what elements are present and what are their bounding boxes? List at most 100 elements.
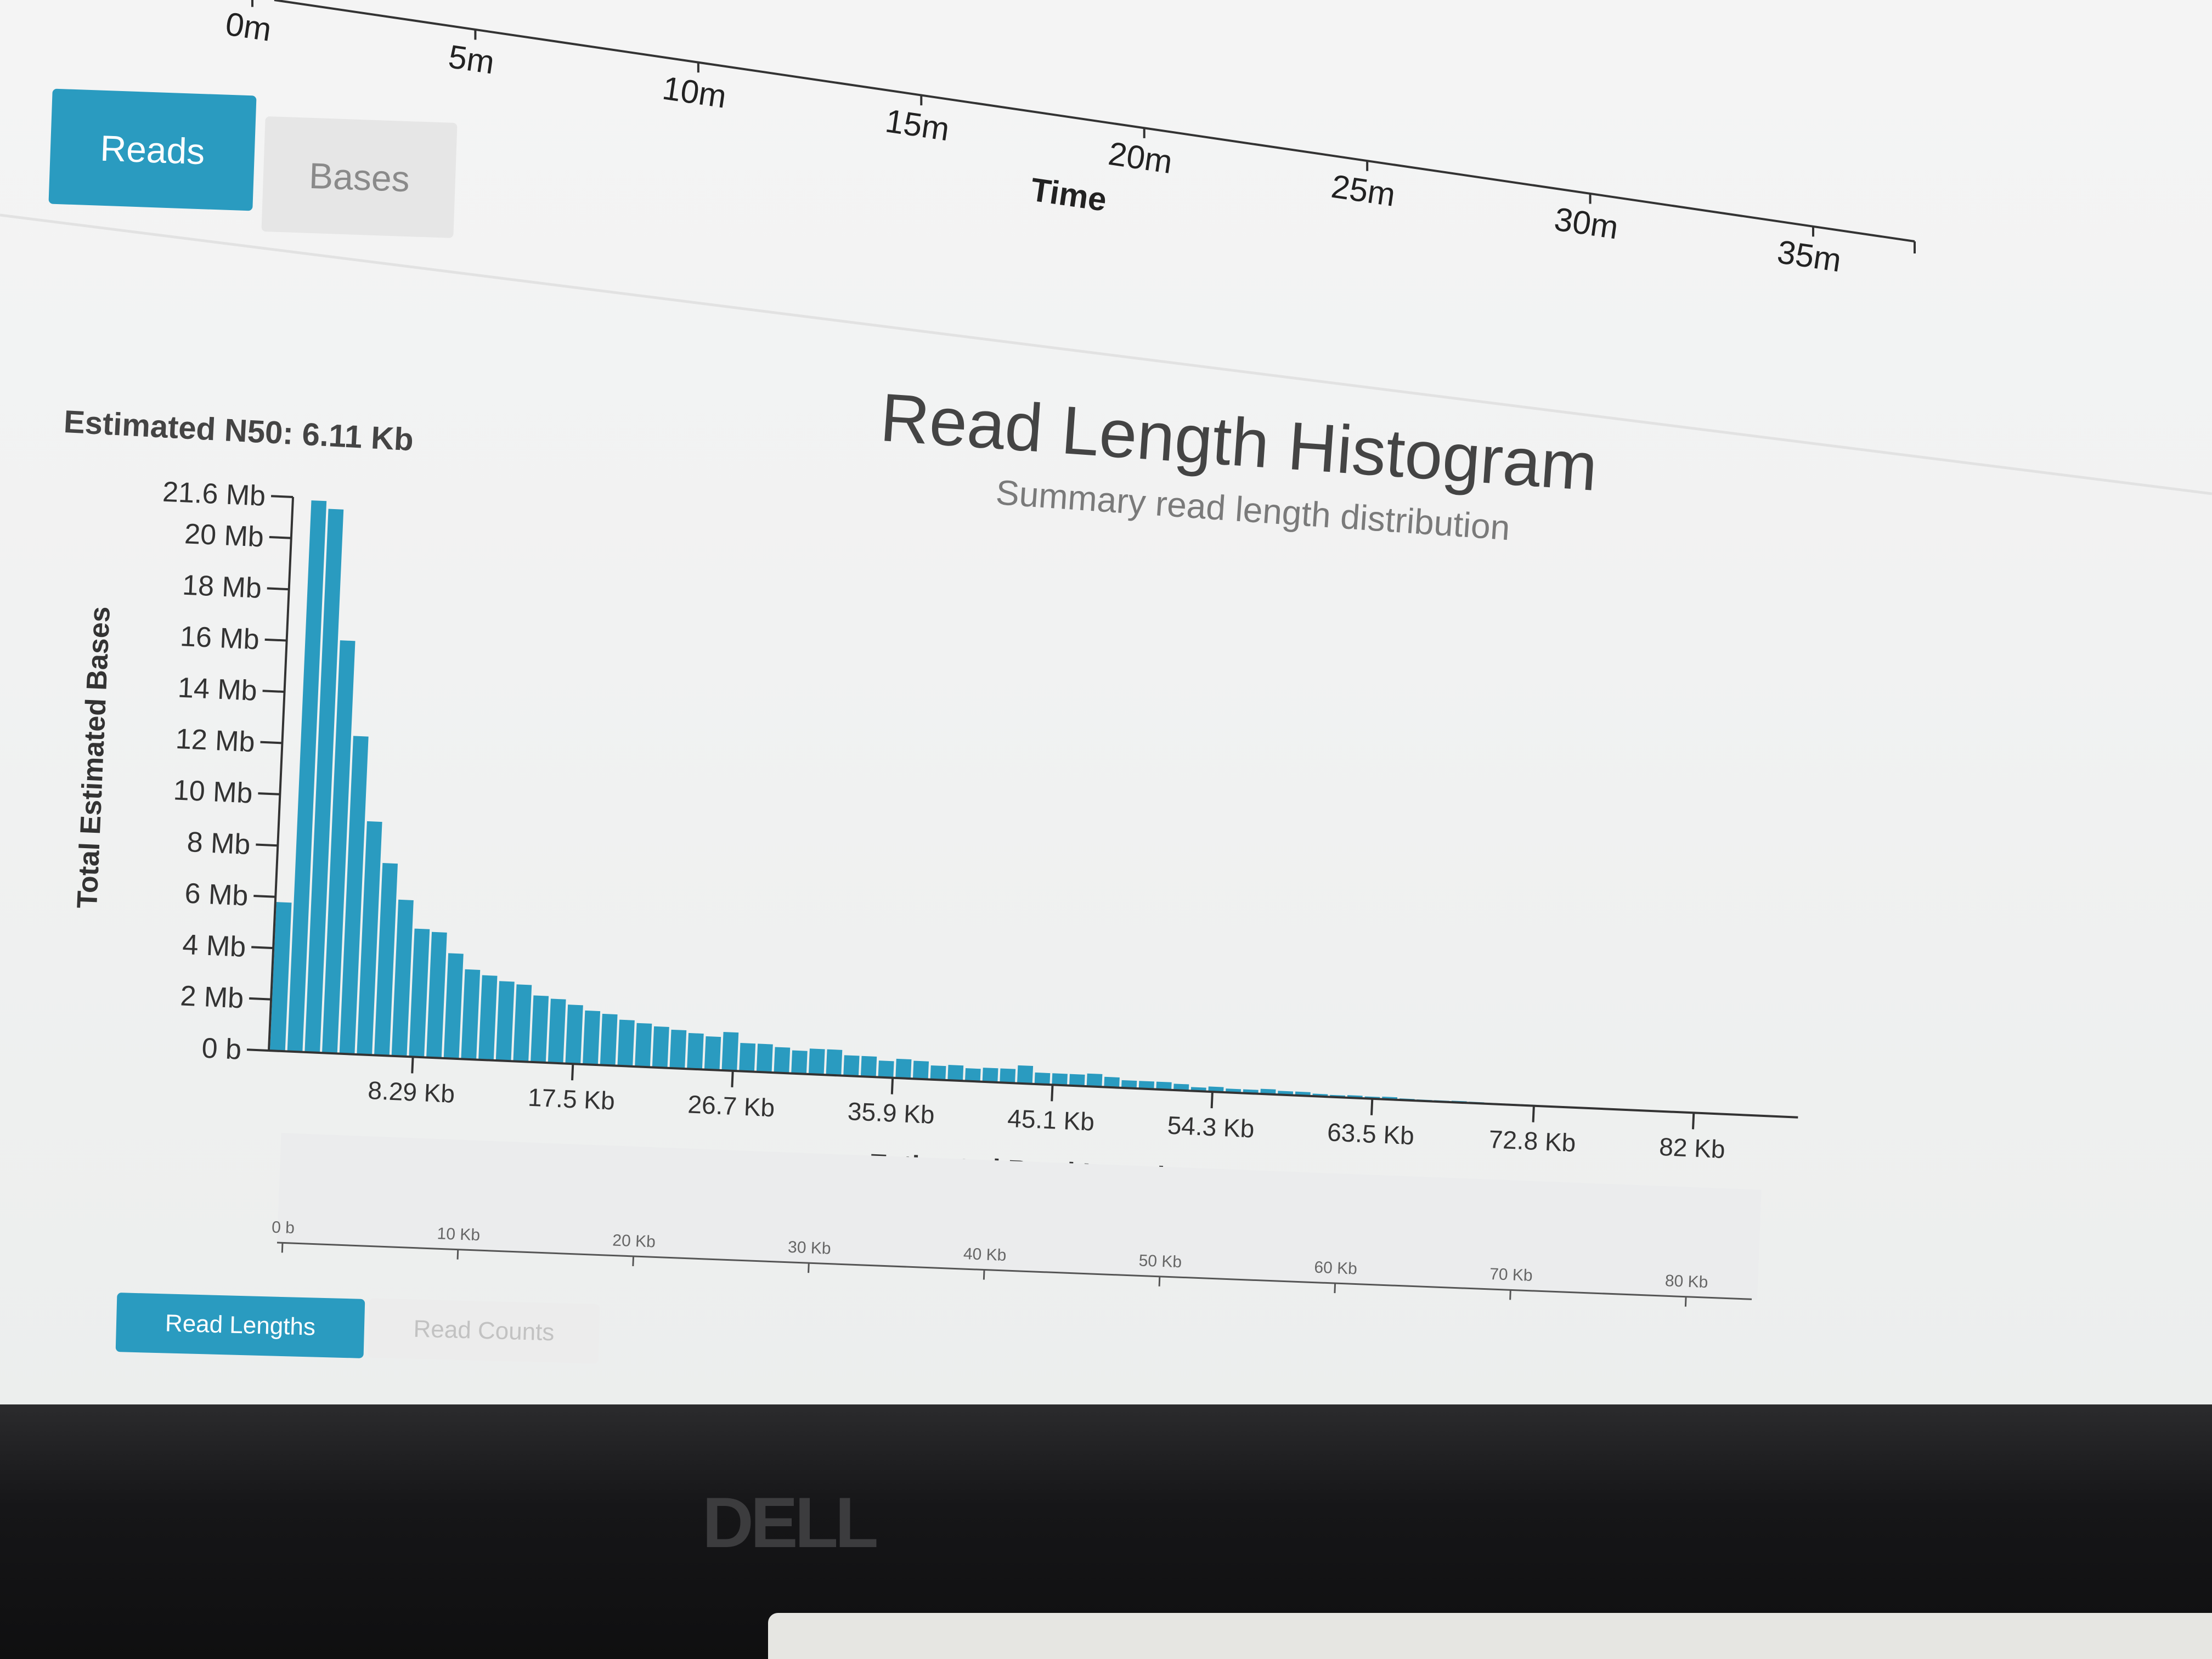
histogram-bar[interactable] (1017, 1065, 1034, 1084)
histogram-bar[interactable] (374, 863, 398, 1056)
x-tick-mark (571, 1064, 574, 1081)
histogram-bar[interactable] (1173, 1084, 1189, 1091)
brush-tick-mark (1684, 1296, 1687, 1307)
histogram-bar[interactable] (1104, 1076, 1120, 1088)
histogram-bar[interactable] (704, 1036, 721, 1070)
histogram-bar[interactable] (721, 1031, 739, 1071)
x-tick-mark (1691, 1113, 1695, 1130)
histogram-bar[interactable] (600, 1013, 618, 1066)
histogram-bar[interactable] (878, 1060, 894, 1078)
y-tick-mark (260, 741, 283, 744)
histogram-bar[interactable] (687, 1032, 704, 1070)
histogram-bar[interactable] (826, 1049, 843, 1076)
x-tick-label: 72.8 Kb (1488, 1125, 1577, 1157)
time-tick-label: 0m (223, 5, 274, 48)
histogram-bar[interactable] (269, 902, 292, 1052)
y-tick-label: 16 Mb (179, 620, 260, 656)
histogram-bar[interactable] (791, 1050, 808, 1074)
histogram-bar[interactable] (287, 500, 327, 1052)
histogram-bar[interactable] (443, 953, 464, 1059)
read-lengths-tab-button[interactable]: Read Lengths (115, 1293, 365, 1358)
time-tick-label: 30m (1552, 200, 1621, 246)
histogram-bar[interactable] (1069, 1074, 1085, 1086)
histogram-bar[interactable] (895, 1058, 912, 1079)
brush-tick-mark (281, 1243, 284, 1253)
histogram-bar[interactable] (808, 1048, 825, 1075)
histogram-bar[interactable] (583, 1010, 601, 1065)
histogram-bar[interactable] (964, 1068, 981, 1082)
y-tick-mark (258, 792, 280, 795)
x-tick-mark (1532, 1105, 1535, 1122)
histogram-bar[interactable] (652, 1026, 669, 1068)
y-tick-mark (262, 690, 285, 693)
histogram-bar[interactable] (304, 509, 344, 1053)
histogram-bar[interactable] (1138, 1081, 1155, 1090)
y-tick-label: 6 Mb (184, 878, 249, 912)
histogram-bar[interactable] (1121, 1080, 1137, 1089)
histogram-bar[interactable] (669, 1029, 687, 1069)
histogram-bar[interactable] (982, 1068, 998, 1082)
histogram-bar[interactable] (930, 1065, 946, 1080)
read-lengths-tab-label: Read Lengths (165, 1310, 316, 1341)
histogram-bar[interactable] (357, 821, 382, 1056)
histogram-bar[interactable] (1034, 1072, 1051, 1085)
x-tick-label: 26.7 Kb (687, 1090, 776, 1122)
time-tick-label: 35m (1775, 233, 1843, 279)
histogram-bar[interactable] (548, 998, 566, 1064)
histogram-bar[interactable] (774, 1047, 791, 1074)
x-tick-mark (890, 1077, 894, 1094)
histogram-bar[interactable] (617, 1019, 635, 1066)
histogram-bar[interactable] (322, 640, 356, 1054)
brush-tick-label: 20 Kb (612, 1231, 656, 1251)
histogram-bar[interactable] (1052, 1073, 1068, 1086)
brush-tick-mark (1158, 1276, 1161, 1286)
histogram-bar[interactable] (912, 1060, 929, 1080)
brush-tick-label: 60 Kb (1314, 1259, 1358, 1278)
histogram-bar[interactable] (947, 1064, 964, 1081)
brush-tick-mark (632, 1256, 635, 1266)
histogram-bar[interactable] (860, 1056, 877, 1077)
range-brush[interactable]: 0 b 10 Kb 20 Kb 30 Kb 40 Kb 50 Kb 60 Kb 70 Kb 80… (0, 0, 2212, 1426)
section-divider (0, 213, 2212, 495)
brush-tick-label: 10 Kb (437, 1224, 481, 1244)
brush-tick-label: 50 Kb (1138, 1251, 1182, 1271)
y-tick-label: 18 Mb (182, 569, 262, 605)
y-tick-label: 2 Mb (179, 980, 244, 1014)
time-tick-label: 20m (1106, 135, 1175, 180)
monitor-screen: 0m 5m 10m 15m 20m 25m 30m 35m Time Reads Bases … (0, 0, 2212, 1426)
histogram-bar[interactable] (1000, 1068, 1016, 1084)
y-tick-mark (251, 946, 274, 950)
histogram-bar[interactable] (426, 932, 447, 1058)
read-counts-tab-button[interactable]: Read Counts (368, 1298, 600, 1364)
keyboard (768, 1613, 2212, 1659)
monitor-brand-logo: DELL (702, 1482, 878, 1562)
time-tick-label: 25m (1329, 168, 1398, 213)
histogram-bar[interactable] (756, 1043, 773, 1073)
brush-area[interactable] (277, 1133, 1762, 1300)
x-tick-label: 8.29 Kb (367, 1076, 455, 1108)
histogram-bar[interactable] (478, 975, 498, 1060)
y-tick-mark (256, 843, 278, 847)
time-tick-label: 15m (883, 102, 952, 148)
histogram-bar[interactable] (1086, 1073, 1103, 1087)
x-axis-line (268, 1049, 1798, 1119)
y-tick-label: 10 Mb (173, 774, 253, 809)
histogram-bar[interactable] (461, 969, 481, 1060)
histogram-bar[interactable] (391, 899, 414, 1057)
histogram-bar[interactable] (635, 1023, 652, 1068)
histogram-bar[interactable] (1156, 1081, 1172, 1090)
histogram-bar[interactable] (843, 1055, 860, 1076)
y-tick-mark (253, 894, 276, 898)
histogram-bar[interactable] (739, 1043, 756, 1072)
y-tick-mark (264, 638, 287, 642)
histogram-bar[interactable] (339, 736, 369, 1054)
histogram-bar[interactable] (513, 984, 532, 1062)
histogram-bar[interactable] (565, 1005, 583, 1064)
histogram-bar[interactable] (495, 981, 515, 1062)
y-tick-mark (246, 1048, 269, 1052)
histogram-bar[interactable] (409, 928, 430, 1058)
x-tick-label: 63.5 Kb (1327, 1118, 1415, 1150)
y-tick-label: 14 Mb (177, 672, 258, 707)
histogram-bar[interactable] (531, 995, 549, 1063)
